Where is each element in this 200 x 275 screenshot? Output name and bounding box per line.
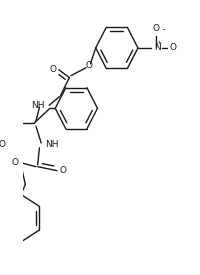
Text: -: -	[163, 25, 165, 34]
Text: O: O	[170, 43, 177, 53]
Text: NH: NH	[31, 101, 45, 110]
Text: O: O	[60, 166, 67, 175]
Text: O: O	[49, 65, 56, 74]
Text: O: O	[85, 61, 92, 70]
Text: O: O	[153, 24, 160, 33]
Text: +: +	[156, 40, 162, 45]
Text: NH: NH	[45, 141, 58, 149]
Text: O: O	[0, 140, 6, 149]
Text: N: N	[154, 43, 161, 53]
Text: O: O	[11, 158, 18, 167]
